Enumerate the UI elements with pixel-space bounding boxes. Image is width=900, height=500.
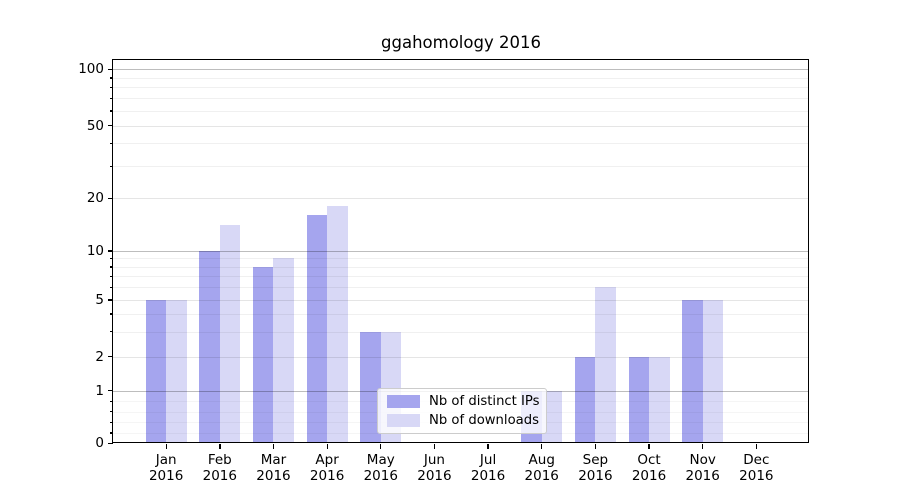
- bar-nb-of-downloads-mar-2016: [273, 258, 294, 444]
- y-minor-tick-9: [109, 257, 113, 260]
- y-minor-tick-90: [109, 77, 113, 79]
- y-tick-50: [107, 125, 113, 127]
- y-minor-tick-0.2: [109, 432, 113, 434]
- bar-nb-of-distinct-ips-apr-2016: [306, 215, 328, 444]
- y-tick-1: [107, 389, 113, 392]
- y-minor-tick-70: [109, 97, 113, 100]
- x-tick-label-may-2016: May 2016: [363, 452, 398, 484]
- y-minor-tick-0.4: [109, 421, 113, 423]
- y-minor-tick-80: [109, 86, 113, 89]
- gridline-major-10: [113, 251, 809, 252]
- bar-nb-of-distinct-ips-may-2016: [360, 331, 381, 444]
- y-minor-tick-3: [109, 331, 113, 333]
- x-tick-label-feb-2016: Feb 2016: [202, 452, 237, 484]
- chart-title: ggahomology 2016: [381, 33, 541, 52]
- gridline-minor-30: [113, 166, 809, 168]
- gridline-minor-40: [113, 143, 809, 145]
- x-tick-label-jan-2016: Jan 2016: [148, 452, 184, 484]
- y-tick-label-0: 0: [95, 435, 104, 452]
- gridline-50: [113, 125, 809, 127]
- x-tick-label-aug-2016: Aug 2016: [524, 452, 559, 484]
- y-tick-label-10: 10: [86, 243, 104, 259]
- legend-label-distinct-ips: Nb of distinct IPs: [429, 394, 540, 409]
- bar-nb-of-downloads-apr-2016: [327, 206, 348, 444]
- bar-nb-of-distinct-ips-mar-2016: [252, 266, 274, 444]
- legend-label-downloads: Nb of downloads: [429, 413, 539, 428]
- x-tick-may-2016: [380, 444, 382, 449]
- x-tick-dec-2016: [755, 444, 758, 449]
- gridline-minor-90: [113, 77, 809, 79]
- legend-swatch-distinct-ips: [387, 395, 420, 408]
- y-minor-tick-8: [109, 266, 113, 268]
- x-tick-label-oct-2016: Oct 2016: [631, 452, 667, 484]
- x-tick-jan-2016: [165, 444, 167, 449]
- y-minor-tick-4: [109, 313, 113, 315]
- legend: Nb of distinct IPs Nb of downloads: [377, 388, 547, 434]
- x-tick-label-sep-2016: Sep 2016: [578, 452, 613, 484]
- y-tick-2: [107, 356, 113, 358]
- gridline-2: [113, 356, 809, 358]
- x-tick-oct-2016: [648, 444, 650, 449]
- x-tick-label-nov-2016: Nov 2016: [685, 452, 720, 484]
- x-tick-jul-2016: [487, 444, 489, 449]
- x-tick-apr-2016: [326, 444, 328, 449]
- y-tick-label-20: 20: [86, 190, 104, 207]
- y-tick-5: [107, 299, 113, 301]
- gridline-20: [113, 198, 809, 200]
- legend-swatch-downloads: [387, 414, 420, 427]
- y-minor-tick-30: [109, 165, 113, 167]
- y-minor-tick-40: [109, 142, 113, 145]
- x-tick-label-apr-2016: Apr 2016: [309, 452, 345, 484]
- bar-nb-of-distinct-ips-oct-2016: [628, 356, 650, 444]
- bar-nb-of-distinct-ips-sep-2016: [574, 356, 596, 444]
- x-tick-nov-2016: [702, 444, 704, 449]
- x-tick-aug-2016: [541, 444, 543, 449]
- y-tick-0: [107, 442, 113, 444]
- gridline-minor-60: [113, 110, 809, 112]
- gridline-minor-3: [113, 331, 809, 333]
- x-tick-feb-2016: [219, 444, 221, 449]
- bar-nb-of-downloads-nov-2016: [702, 300, 724, 444]
- bar-nb-of-distinct-ips-feb-2016: [199, 251, 220, 444]
- y-tick-20: [107, 197, 113, 199]
- gridline-minor-7: [113, 276, 809, 278]
- y-tick-label-2: 2: [95, 348, 104, 365]
- y-minor-tick-60: [109, 110, 113, 112]
- x-tick-mar-2016: [272, 444, 275, 449]
- x-tick-label-mar-2016: Mar 2016: [256, 452, 291, 484]
- y-tick-label-5: 5: [95, 292, 104, 308]
- bar-nb-of-downloads-feb-2016: [219, 225, 241, 444]
- gridline-minor-4: [113, 313, 809, 315]
- x-tick-jun-2016: [433, 444, 436, 449]
- bar-nb-of-downloads-oct-2016: [649, 356, 670, 444]
- y-tick-label-100: 100: [78, 61, 104, 78]
- gridline-minor-6: [113, 287, 809, 289]
- bar-nb-of-distinct-ips-jan-2016: [145, 300, 167, 444]
- bar-nb-of-downloads-jan-2016: [166, 300, 187, 444]
- y-tick-label-1: 1: [95, 382, 104, 399]
- y-tick-10: [107, 250, 113, 252]
- gridline-minor-70: [113, 98, 809, 100]
- gridline-minor-8: [113, 266, 809, 268]
- x-tick-label-jul-2016: Jul 2016: [470, 452, 506, 484]
- gridline-major-100: [113, 69, 809, 71]
- y-minor-tick-6: [109, 286, 113, 288]
- y-tick-label-50: 50: [86, 117, 104, 134]
- x-tick-sep-2016: [594, 444, 597, 449]
- x-tick-label-jun-2016: Jun 2016: [417, 452, 452, 484]
- y-minor-tick-7: [109, 275, 113, 277]
- bar-nb-of-downloads-sep-2016: [595, 287, 616, 444]
- gridline-minor-9: [113, 258, 809, 260]
- bar-nb-of-distinct-ips-nov-2016: [682, 300, 703, 444]
- y-minor-tick-0.6: [109, 411, 113, 413]
- y-minor-tick-0.8: [109, 400, 113, 402]
- y-tick-100: [107, 68, 113, 70]
- x-tick-label-dec-2016: Dec 2016: [739, 452, 774, 484]
- gridline-minor-80: [113, 87, 809, 89]
- gridline-5: [113, 300, 809, 301]
- legend-item-distinct-ips: Nb of distinct IPs: [387, 394, 540, 409]
- legend-item-downloads: Nb of downloads: [387, 413, 539, 428]
